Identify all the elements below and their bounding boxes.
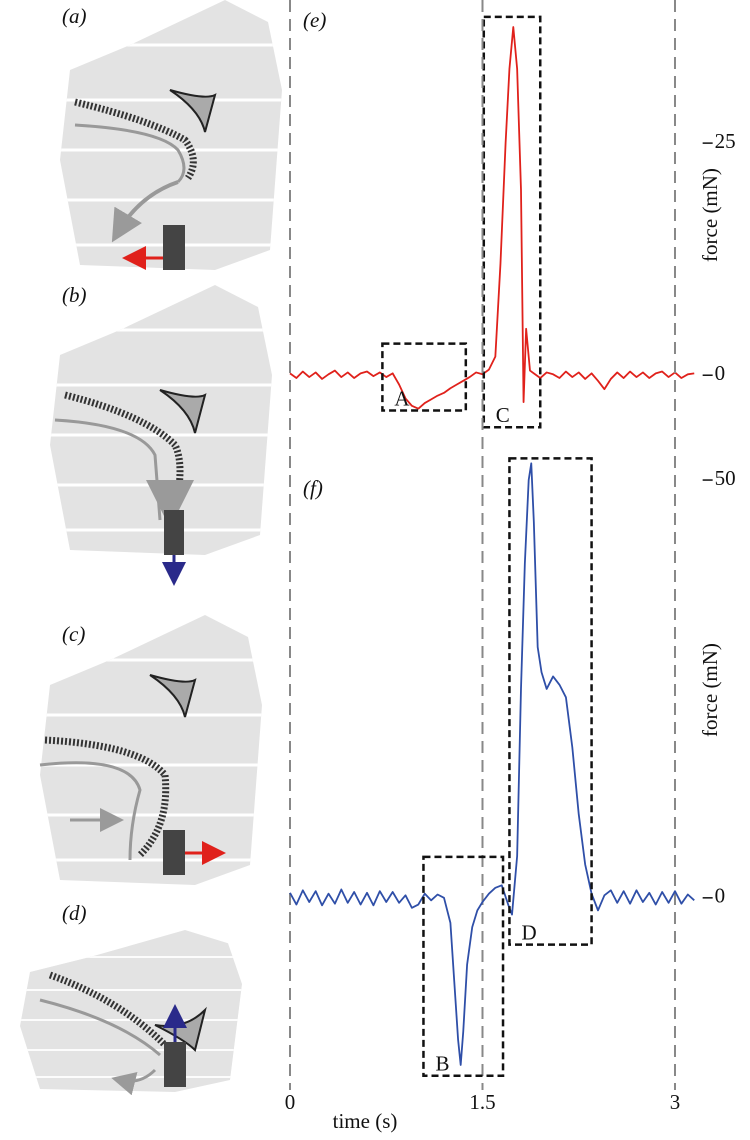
body-shape bbox=[0, 930, 260, 1092]
schematic-b bbox=[30, 285, 290, 586]
force-sensor bbox=[163, 225, 185, 270]
y-tick-label: 0 bbox=[715, 361, 726, 385]
force-sensor bbox=[163, 830, 185, 875]
schematic-d bbox=[0, 930, 260, 1096]
tendon bbox=[39, 761, 142, 861]
force-trace bbox=[289, 462, 695, 1066]
x-tick-label: 3 bbox=[670, 1090, 681, 1114]
panel-label: (c) bbox=[62, 622, 85, 646]
annotation-box bbox=[381, 342, 468, 412]
motion-arrow bbox=[111, 180, 179, 243]
panel-label: (f) bbox=[303, 476, 323, 500]
tendon bbox=[54, 418, 162, 521]
force-trace bbox=[289, 26, 695, 410]
panel-label: (a) bbox=[62, 4, 87, 28]
force-sensor bbox=[164, 1042, 186, 1087]
annotation-label: A bbox=[394, 386, 410, 410]
tendon bbox=[39, 998, 161, 1057]
coil bbox=[64, 391, 184, 511]
y-tick-label: 25 bbox=[715, 129, 736, 153]
annotation-label: B bbox=[435, 1052, 449, 1076]
tendon bbox=[74, 123, 186, 184]
annotation-label: D bbox=[521, 920, 536, 944]
y-tick-label: 0 bbox=[715, 884, 726, 908]
panel-label: (d) bbox=[62, 901, 87, 925]
claw bbox=[169, 89, 217, 133]
claw bbox=[149, 674, 197, 718]
x-axis-label: time (s) bbox=[333, 1109, 398, 1133]
schematic-a bbox=[40, 0, 300, 270]
annotation-box bbox=[508, 457, 593, 946]
x-tick-label: 0 bbox=[285, 1090, 296, 1114]
motion-arrow bbox=[111, 1068, 157, 1096]
x-tick-label: 1.5 bbox=[469, 1090, 495, 1114]
y-tick-label: 50 bbox=[715, 466, 736, 490]
annotation-box bbox=[422, 855, 505, 1078]
annotation-box bbox=[482, 15, 542, 429]
coil bbox=[74, 98, 197, 180]
panel-label: (e) bbox=[303, 8, 326, 32]
force-sensor bbox=[164, 510, 184, 555]
annotation-label: C bbox=[496, 403, 510, 427]
claw bbox=[159, 389, 207, 434]
schematic-c bbox=[20, 615, 280, 885]
y-axis-label: force (mN) bbox=[698, 643, 722, 737]
y-axis-label: force (mN) bbox=[698, 168, 722, 262]
coil bbox=[48, 971, 168, 1048]
panel-label: (b) bbox=[62, 283, 87, 307]
